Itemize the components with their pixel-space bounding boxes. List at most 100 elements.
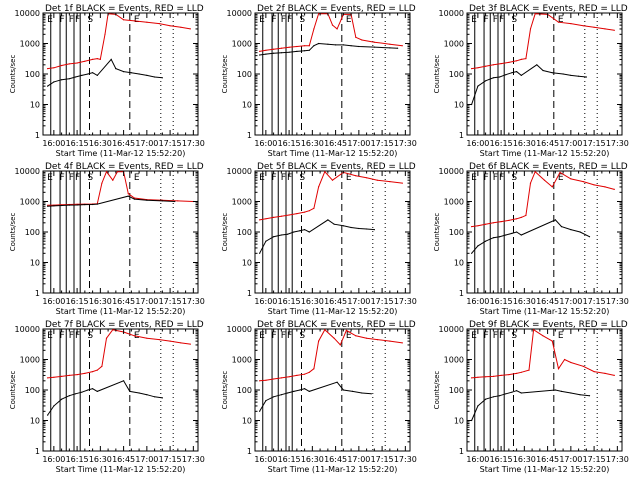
events-series-line-point [265, 400, 267, 402]
events-series-line-point [516, 231, 518, 233]
lld-series-line-point [288, 376, 290, 378]
x-tick-label: 16:00 [42, 139, 65, 148]
x-tick-label: 16:45 [536, 139, 559, 148]
lld-series-line-point [485, 65, 487, 67]
events-series-line-point [499, 395, 501, 397]
lld-series-line-point [133, 197, 135, 199]
events-series-line-point [585, 76, 588, 78]
events-series-line-point [123, 380, 125, 382]
events-series-line-point [123, 71, 125, 73]
lld-series-line-point [345, 329, 347, 331]
events-series-line-point [87, 73, 89, 75]
events-series-line-point [146, 199, 148, 201]
lld-series-line-point [265, 379, 267, 381]
events-series-line [259, 42, 398, 56]
y-tick-label: 10 [454, 101, 464, 110]
events-series-line-point [570, 74, 572, 76]
x-tick-label: 17:15 [159, 455, 182, 464]
lld-series-line-point [331, 24, 334, 26]
lld-series-line-point [336, 28, 338, 30]
events-series-line-point [265, 53, 267, 55]
lld-series-line-point [542, 335, 544, 337]
y-tick-label: 10 [30, 101, 40, 110]
events-series-line-point [389, 47, 391, 49]
lld-series-line-point [529, 28, 532, 30]
flag-letter: F [484, 173, 489, 183]
flag-letter: F [60, 173, 65, 183]
panel-title: Det 4f BLACK = Events, RED = LLD [45, 162, 204, 172]
flag-letter: S [87, 331, 93, 341]
lld-series-line-point [492, 375, 494, 377]
events-series-line-point [520, 234, 522, 236]
events-series-line-point [562, 73, 564, 75]
x-axis-label: Start Time (11-Mar-12 15:52:20) [56, 465, 186, 474]
events-series-line-point [342, 225, 344, 227]
y-tick-label: 1 [247, 447, 252, 456]
x-tick-label: 16:15 [66, 139, 89, 148]
events-series-line-point [505, 234, 507, 236]
events-series-line [259, 219, 375, 254]
x-tick-label: 17:00 [347, 139, 370, 148]
lld-series-line-point [53, 67, 55, 69]
events-series-line-point [96, 390, 98, 392]
lld-series-line-point [96, 369, 98, 371]
flag-letter: F [60, 15, 65, 25]
lld-series-line-point [104, 33, 106, 35]
events-series-line-point [96, 74, 98, 76]
flag-letter: F [499, 15, 504, 25]
events-series-line-point [273, 52, 275, 54]
x-tick-label: 16:45 [112, 297, 135, 306]
y-tick-label: 1 [35, 289, 40, 298]
x-tick-label: 17:00 [135, 297, 158, 306]
x-tick-label: 16:00 [42, 455, 65, 464]
lld-series-line-point [557, 21, 560, 23]
lld-series-line-point [265, 218, 267, 220]
lld-series-line-point [84, 60, 86, 62]
lld-series-line-point [529, 182, 532, 184]
panel-title: Det 1f BLACK = Events, RED = LLD [45, 4, 204, 14]
x-tick-label: 16:15 [278, 139, 301, 148]
lld-series-line-point [112, 329, 114, 331]
events-series-line-point [499, 76, 501, 78]
y-tick-label: 10000 [227, 167, 252, 176]
y-axis-label: Counts/sec [433, 213, 441, 252]
events-series-line-point [92, 388, 94, 390]
lld-series-line-point [99, 58, 101, 61]
y-axis-label: Counts/sec [9, 213, 17, 252]
events-series-line-point [61, 204, 63, 207]
x-tick-label: 16:30 [301, 139, 324, 148]
events-series-line-point [485, 398, 487, 400]
events-series-line-point [318, 42, 320, 45]
events-series-line-point [308, 390, 310, 392]
y-tick-label: 10 [454, 417, 464, 426]
y-tick-label: 1000 [232, 40, 252, 49]
flag-letter: F [287, 173, 292, 183]
lld-series-line-point [308, 210, 310, 212]
x-tick-label: 16:30 [89, 139, 112, 148]
lld-series-line-point [559, 171, 561, 173]
lld-series-line-point [180, 342, 182, 344]
y-axis-label: Counts/sec [9, 371, 17, 410]
lld-series-line-point [146, 337, 148, 339]
lld-series-line-point [582, 25, 584, 27]
y-tick-label: 1000 [444, 356, 464, 365]
lld-series-line-point [265, 49, 267, 51]
events-series-line-point [259, 54, 261, 56]
flag-letter: F [272, 173, 277, 183]
events-series-line-point [280, 234, 282, 236]
y-tick-label: 10000 [15, 9, 40, 18]
flag-letter: S [511, 331, 517, 341]
flag-letter: E [259, 173, 265, 183]
x-tick-label: 17:00 [559, 139, 582, 148]
events-series-line-point [560, 390, 563, 392]
lld-series-line-point [401, 342, 403, 344]
x-tick-label: 17:15 [371, 139, 394, 148]
events-series-line-point [87, 389, 89, 391]
lld-series-line [471, 13, 615, 70]
x-axis-label: Start Time (11-Mar-12 15:52:20) [56, 149, 186, 158]
events-series-line-point [154, 76, 156, 78]
